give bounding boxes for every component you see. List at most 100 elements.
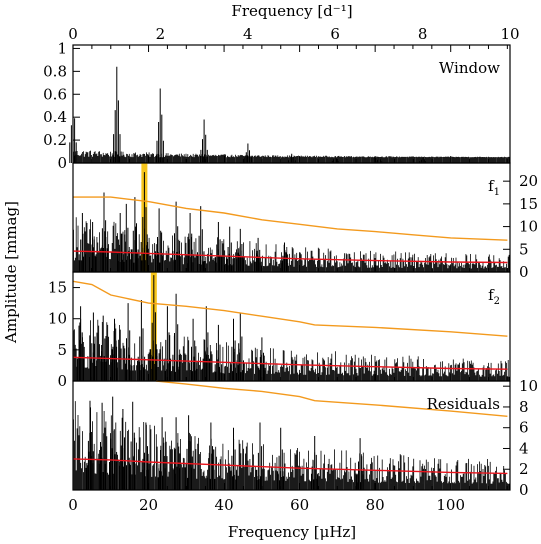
panel-label-subscript-f2: 2 — [494, 296, 500, 307]
bottom-tick-label-2: 40 — [215, 496, 234, 514]
orange-curve-f2 — [72, 280, 508, 337]
peak-f1-13 — [236, 228, 244, 272]
peak-residuals-14 — [356, 438, 364, 490]
peak-f1-12 — [226, 226, 234, 272]
bottom-tick-label-0: 0 — [68, 496, 78, 514]
y-tick-label-residuals-0: 0 — [519, 481, 529, 499]
bottom-axis-tick-labels: 0 20 40 60 80 100 — [68, 496, 465, 514]
y-tick-label-f2-3: 15 — [48, 279, 67, 297]
peak-window-8 — [419, 157, 427, 163]
panel-label-window: Window — [439, 59, 500, 77]
peak-f1-7 — [155, 208, 163, 272]
orange-curve-f1 — [73, 196, 508, 241]
top-tick-label-3: 6 — [330, 25, 340, 43]
peak-f2-5 — [137, 300, 146, 381]
peak-residuals-3 — [119, 409, 127, 490]
peak-window-3 — [200, 119, 208, 163]
panel-label-f2: f2 — [488, 286, 500, 307]
peak-window-5 — [288, 153, 296, 163]
y-tick-label-residuals-5: 10 — [519, 377, 538, 395]
red-curve-f1 — [72, 250, 508, 264]
peak-f1-2 — [100, 192, 108, 272]
peak-residuals-12 — [277, 427, 285, 490]
peak-residuals-6 — [158, 417, 166, 490]
bottom-tick-label-5: 100 — [436, 496, 465, 514]
peak-window-4 — [244, 143, 252, 163]
peak-f1-6 — [140, 172, 149, 272]
y-tick-label-residuals-1: 2 — [519, 460, 529, 478]
panel-window: 0 0.2 0.4 0.6 0.8 1 Window — [43, 39, 511, 172]
panel-label-subscript-f1: 1 — [494, 187, 500, 198]
peak-residuals-7 — [172, 417, 180, 490]
peak-f1-15 — [280, 242, 289, 272]
peak-f1-4 — [122, 203, 130, 272]
peak-f1-8 — [172, 201, 180, 272]
peak-f2-12 — [229, 318, 238, 381]
y-tick-label-f2-0: 0 — [57, 372, 67, 390]
y-tick-label-window-2: 0.4 — [43, 108, 67, 126]
peak-f2-3 — [110, 318, 119, 381]
panel-label-f1: f1 — [488, 177, 500, 198]
y-tick-label-f1-4: 20 — [519, 172, 538, 190]
bottom-tick-label-1: 20 — [139, 496, 158, 514]
peak-f1-5 — [131, 197, 139, 272]
peak-residuals-11 — [256, 422, 264, 490]
y-tick-label-window-3: 0.6 — [43, 85, 67, 103]
top-tick-label-5: 10 — [500, 25, 519, 43]
panel-frame-residuals — [72, 380, 511, 491]
peak-f2-0 — [76, 306, 85, 381]
peak-f2-8 — [172, 293, 180, 381]
top-axis-title: Frequency [d⁻¹] — [231, 2, 352, 20]
bottom-tick-label-3: 60 — [290, 496, 309, 514]
panel-label-residuals: Residuals — [427, 395, 500, 413]
peak-residuals-13 — [311, 436, 319, 490]
peak-f1-10 — [197, 206, 205, 272]
peak-window-6 — [331, 156, 339, 163]
top-tick-label-4: 8 — [418, 25, 428, 43]
y-axis-title: Amplitude [mmag] — [2, 201, 20, 344]
y-tick-label-window-4: 0.8 — [43, 62, 67, 80]
peak-residuals-0 — [86, 400, 94, 490]
y-tick-label-window-1: 0.2 — [43, 131, 67, 149]
y-tick-label-window-0: 0 — [57, 154, 67, 172]
panel-f2: 0 5 10 15 f2 — [48, 271, 511, 390]
panel-f1: 0 5 10 15 20 f1 — [72, 162, 538, 281]
peak-f2-2 — [99, 315, 107, 381]
red-curve-f2 — [72, 356, 508, 370]
peak-residuals-10 — [229, 427, 238, 490]
peak-f2-14 — [258, 337, 266, 381]
peak-f2-6 — [150, 275, 158, 381]
peak-f1-1 — [88, 222, 97, 272]
y-tick-label-window-5: 1 — [57, 39, 67, 57]
peak-window-7 — [375, 157, 383, 163]
peak-residuals-5 — [142, 422, 150, 490]
peak-residuals-8 — [184, 415, 193, 490]
y-tick-label-f1-2: 10 — [519, 218, 538, 236]
peak-window-2 — [156, 88, 164, 163]
top-tick-label-2: 4 — [243, 25, 253, 43]
y-tick-label-f2-2: 10 — [48, 310, 67, 328]
y-tick-label-residuals-2: 4 — [519, 439, 529, 457]
bottom-axis-title: Frequency [μHz] — [228, 523, 356, 541]
panels: 0 0.2 0.4 0.6 0.8 1 Window 0 5 10 15 20 f1 0 5 10 15 f2 0 2… — [43, 39, 538, 499]
peak-window-1 — [113, 66, 121, 163]
peak-residuals-9 — [207, 422, 215, 490]
top-tick-label-0: 0 — [68, 25, 78, 43]
y-tick-label-f2-1: 5 — [57, 341, 67, 359]
panel-residuals: 0 2 4 6 8 10 Residuals — [72, 377, 538, 499]
top-axis-tick-labels: 0 2 4 6 8 10 — [68, 25, 519, 43]
y-tick-label-f1-0: 0 — [519, 263, 529, 281]
y-tick-label-residuals-4: 8 — [519, 398, 529, 416]
top-tick-label-1: 2 — [156, 25, 166, 43]
peak-f2-10 — [202, 306, 210, 381]
bottom-tick-label-4: 80 — [366, 496, 385, 514]
peak-f1-14 — [254, 237, 262, 272]
peak-residuals-1 — [98, 402, 106, 490]
y-tick-label-f1-3: 15 — [519, 195, 538, 213]
y-tick-label-f1-1: 5 — [519, 240, 529, 258]
peak-f1-9 — [186, 213, 194, 272]
peak-f1-0 — [78, 213, 87, 272]
orange-curve-residuals — [156, 380, 508, 417]
y-tick-label-residuals-3: 6 — [519, 419, 529, 437]
